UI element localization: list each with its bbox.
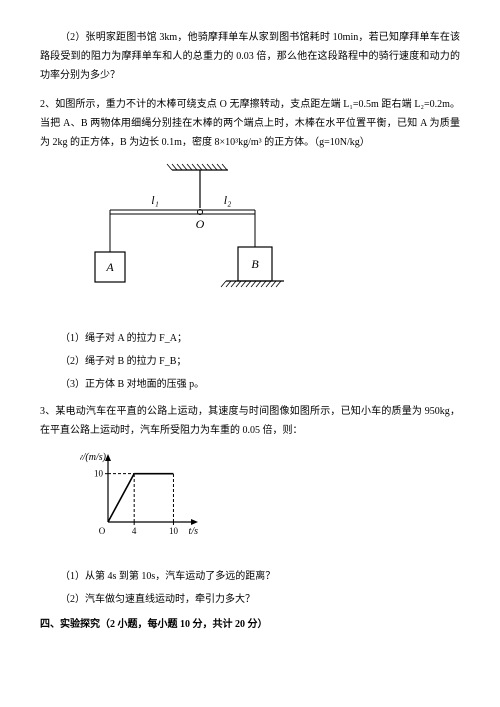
svg-text:4: 4	[132, 526, 137, 536]
section-4-header: 四、实验探究（2 小题，每小题 10 分，共计 20 分）	[40, 615, 460, 634]
q2-sub1: （1）绳子对 A 的拉力 F_A；	[40, 329, 460, 348]
svg-text:O: O	[99, 526, 106, 536]
svg-text:l₂: l₂	[224, 193, 232, 207]
q2-lever-diagram: l₁ l₂ O A B	[80, 162, 460, 319]
q2-stem: 2、如图所示，重力不计的木棒可绕支点 O 无摩擦转动，支点距左端 L₁=0.5m…	[40, 95, 460, 152]
q3-stem: 3、某电动汽车在平直的公路上运动，其速度与时间图像如图所示，已知小车的质量为 9…	[40, 402, 460, 440]
svg-text:v/(m/s): v/(m/s)	[80, 452, 107, 463]
q3-velocity-graph: v/(m/s) t/s O 4 10 10	[80, 450, 460, 557]
q1-sub2: （2）张明家距图书馆 3km，他骑摩拜单车从家到图书馆耗时 10min，若已知摩…	[40, 28, 460, 85]
svg-text:B: B	[251, 257, 259, 271]
q2-sub2: （2）绳子对 B 的拉力 F_B；	[40, 352, 460, 371]
svg-text:O: O	[196, 217, 205, 231]
svg-text:10: 10	[169, 526, 179, 536]
q2-sub3: （3）正方体 B 对地面的压强 p。	[40, 375, 460, 394]
svg-text:A: A	[105, 260, 114, 274]
svg-text:10: 10	[94, 469, 104, 479]
q3-sub1: （1）从第 4s 到第 10s，汽车运动了多远的距离？	[40, 567, 460, 586]
q3-sub2: （2）汽车做匀速直线运动时，牵引力多大？	[40, 590, 460, 609]
svg-text:l₁: l₁	[151, 193, 159, 207]
svg-text:t/s: t/s	[189, 526, 199, 537]
